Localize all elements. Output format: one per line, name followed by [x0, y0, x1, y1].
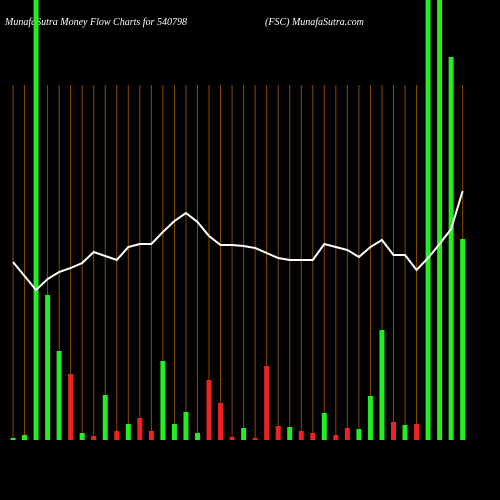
bar	[10, 438, 16, 440]
bar	[160, 361, 166, 440]
bar	[275, 426, 281, 440]
bar	[298, 431, 304, 440]
bar	[460, 239, 466, 440]
bar	[402, 425, 408, 440]
bar	[79, 433, 85, 440]
bar	[310, 433, 316, 440]
bar	[125, 424, 131, 440]
bar	[33, 0, 39, 440]
bar	[56, 351, 62, 440]
bar	[229, 437, 235, 440]
bar	[448, 57, 454, 440]
bar	[252, 438, 258, 440]
bar	[367, 396, 373, 440]
bar	[287, 427, 293, 440]
chart-title: MunafaSutra Money Flow Charts for 540798	[4, 17, 187, 28]
bar	[206, 380, 212, 440]
chart-subtitle: (FSC) MunafaSutra.com	[265, 17, 364, 28]
bar	[333, 435, 339, 440]
money-flow-line	[12, 190, 464, 292]
bar	[344, 428, 350, 440]
bar	[91, 436, 97, 440]
bar	[264, 366, 270, 440]
bar	[218, 403, 224, 440]
bar	[425, 0, 431, 440]
bar	[241, 428, 247, 440]
bar	[194, 433, 200, 440]
bar	[171, 424, 177, 440]
bar	[321, 413, 327, 440]
bar	[68, 374, 74, 440]
bar	[390, 422, 396, 440]
bar	[183, 412, 189, 440]
bar	[137, 418, 143, 440]
bar	[356, 429, 362, 440]
bar	[114, 431, 120, 440]
bar	[379, 330, 385, 440]
bar	[45, 295, 51, 440]
bar	[22, 435, 28, 440]
bar	[437, 0, 443, 440]
bar	[414, 424, 420, 440]
bar	[102, 395, 108, 440]
bar	[148, 431, 154, 440]
